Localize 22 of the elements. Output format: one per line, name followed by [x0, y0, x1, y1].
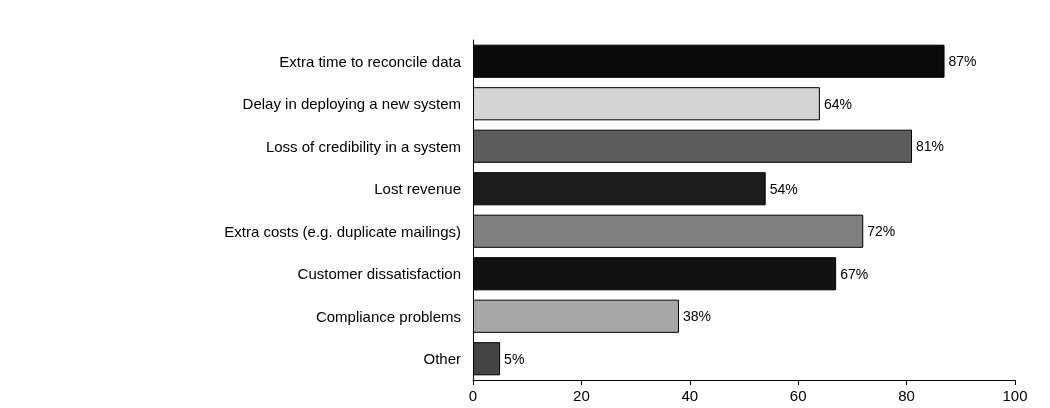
- x-tick-label: 60: [789, 387, 807, 404]
- data-label: 81%: [916, 138, 945, 155]
- y-tick-label: Compliance problems: [315, 307, 461, 325]
- x-tick-label: 40: [681, 387, 699, 404]
- data-label: 64%: [823, 95, 852, 112]
- data-label: 72%: [867, 223, 896, 240]
- y-tick-label: Customer dissatisfaction: [297, 265, 461, 283]
- x-tick-label: 20: [573, 387, 590, 404]
- y-tick-label: Other: [423, 350, 461, 368]
- data-label: 38%: [682, 308, 711, 325]
- data-label: 87%: [948, 53, 977, 70]
- y-tick-label: Lost revenue: [374, 180, 461, 198]
- data-label: 67%: [840, 265, 869, 282]
- data-label: 54%: [769, 180, 798, 197]
- x-tick-label: 0: [468, 387, 478, 404]
- y-tick-label: Delay in deploying a new system: [242, 95, 461, 113]
- y-tick-label: Extra costs (e.g. duplicate mailings): [224, 222, 461, 240]
- x-tick-label: 80: [898, 387, 915, 404]
- y-tick-label: Loss of credibility in a system: [265, 137, 461, 155]
- data-label: 5%: [504, 350, 525, 367]
- y-tick-label: Extra time to reconcile data: [279, 52, 462, 70]
- x-tick-label: 100: [1002, 387, 1028, 404]
